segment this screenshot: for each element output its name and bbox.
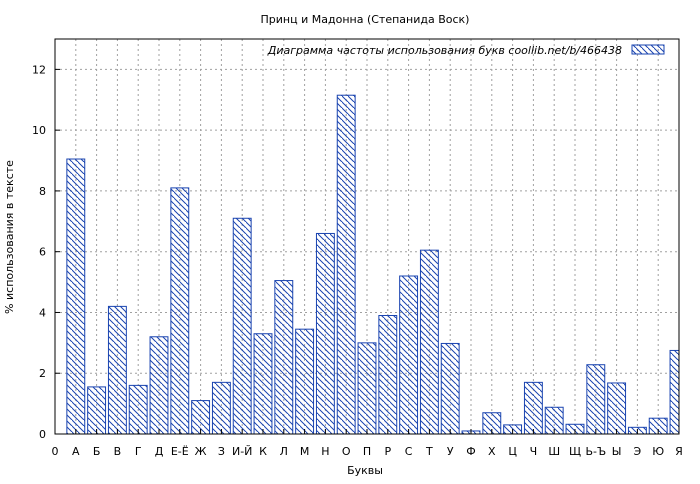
y-tick-label: 0	[39, 428, 46, 441]
x-tick-label: 0	[52, 445, 59, 458]
x-tick-label: Ю	[652, 445, 664, 458]
y-tick-label: 12	[32, 63, 46, 76]
grid	[55, 39, 679, 434]
x-tick-label: Ж	[195, 445, 207, 458]
x-tick-label: Ш	[548, 445, 560, 458]
bar	[191, 400, 211, 435]
bar	[87, 386, 107, 435]
x-tick-label: Ь-Ъ	[585, 445, 606, 458]
x-tick-label: Х	[488, 445, 496, 458]
bar	[419, 249, 439, 435]
x-tick-label: Ы	[612, 445, 622, 458]
bar	[357, 342, 377, 435]
x-axis: 0 А Б В Г Д Е-Ё Ж З И-Й К Л М Н О П Р С Т У Ф Х Ц Ч Ш Щ Ь-Ъ Ы Э Ю Я	[52, 429, 683, 458]
y-tick-label: 4	[39, 306, 46, 319]
chart-title: Принц и Мадонна (Степанида Воск)	[261, 13, 470, 26]
x-tick-label: Н	[321, 445, 329, 458]
x-tick-label: Я	[675, 445, 683, 458]
x-tick-label: И-Й	[232, 445, 252, 458]
bar	[149, 336, 169, 435]
y-tick-label: 10	[32, 124, 46, 137]
bar	[211, 381, 231, 435]
bar	[336, 94, 356, 435]
bar	[399, 275, 419, 435]
bar	[607, 382, 627, 435]
y-tick-label: 8	[39, 185, 46, 198]
bar	[586, 364, 606, 435]
legend: Диаграмма частоты использования букв coo…	[267, 44, 665, 57]
x-tick-label: П	[363, 445, 371, 458]
x-tick-label: Г	[135, 445, 142, 458]
x-tick-label: Ф	[466, 445, 475, 458]
bar	[128, 384, 148, 435]
y-axis-title: % использования в тексте	[3, 160, 16, 314]
x-tick-label: Э	[634, 445, 642, 458]
x-tick-label: Ц	[508, 445, 517, 458]
x-tick-label: Д	[155, 445, 164, 458]
x-tick-label: Ч	[530, 445, 538, 458]
x-tick-label: К	[259, 445, 267, 458]
bar	[523, 381, 543, 435]
x-tick-label: М	[300, 445, 310, 458]
x-tick-label: Т	[425, 445, 433, 458]
bar	[315, 232, 335, 435]
bar	[253, 333, 273, 435]
bar	[669, 349, 680, 435]
x-tick-label: А	[72, 445, 80, 458]
x-axis-title: Буквы	[347, 464, 383, 477]
x-tick-label: У	[447, 445, 454, 458]
bar	[378, 315, 398, 435]
x-tick-label: О	[342, 445, 351, 458]
x-tick-label: Е-Ё	[171, 445, 189, 458]
x-tick-label: Б	[93, 445, 101, 458]
x-tick-label: Р	[384, 445, 391, 458]
x-tick-label: С	[405, 445, 413, 458]
y-axis: 0 2 4 6 8 10 12	[32, 63, 60, 441]
y-tick-label: 6	[39, 246, 46, 259]
x-tick-label: Щ	[569, 445, 581, 458]
legend-label: Диаграмма частоты использования букв coo…	[267, 44, 622, 57]
y-tick-label: 2	[39, 367, 46, 380]
bars	[66, 94, 680, 435]
x-tick-label: Л	[280, 445, 288, 458]
bar	[170, 187, 190, 435]
x-tick-label: З	[218, 445, 225, 458]
bar	[295, 328, 315, 435]
bar	[66, 158, 86, 435]
bar	[232, 217, 252, 435]
bar	[440, 342, 460, 435]
bar	[274, 280, 294, 435]
bar	[107, 305, 127, 435]
legend-swatch	[631, 44, 665, 55]
x-tick-label: В	[114, 445, 122, 458]
